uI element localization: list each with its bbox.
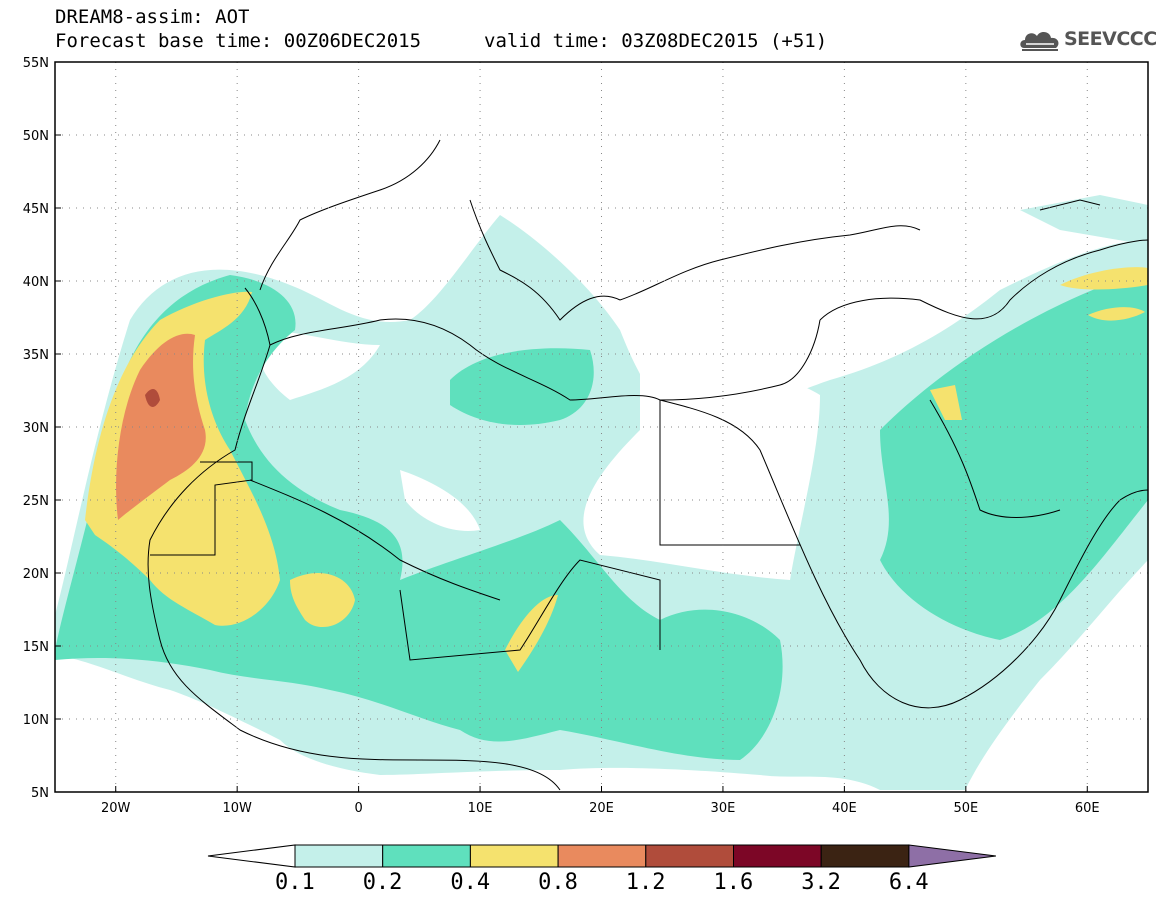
clear-area-morocco [257,330,380,400]
lon-tick-label: 60E [1075,801,1100,816]
aot-band-0.4-afghanistan [1088,307,1145,321]
lat-tick-label: 35N [23,348,49,363]
colorbar [207,844,996,868]
aot-band-0.4-mali [290,572,355,628]
aot-band-1.2 [145,388,160,407]
latitude-axis: 5N 10N 15N 20N 25N 30N 35N 40N 45N 50N 55N [23,56,61,801]
lon-tick-label: 50E [953,801,978,816]
forecast-base-time: Forecast base time: 00Z06DEC2015 [55,30,422,52]
lon-tick-label: 10W [222,801,252,816]
aot-band-0.4-turkmenistan [1060,267,1148,290]
colorbar-swatch [733,844,822,868]
colorbar-label: 0.2 [362,870,403,895]
aot-band-0.2-tunisia [450,348,594,425]
colorbar-upper-arrow [908,844,996,868]
lat-tick-label: 20N [23,567,49,582]
lat-tick-label: 30N [23,421,49,436]
valid-time: valid time: 03Z08DEC2015 (+51) [484,30,828,52]
lon-tick-label: 40E [832,801,857,816]
colorbar-label: 6.4 [888,870,929,895]
logo-text: SEEVCCC [1064,28,1157,50]
lat-tick-label: 15N [23,640,49,655]
colorbar-label: 0.1 [275,870,315,895]
lon-tick-label: 10E [468,801,493,816]
lat-tick-label: 45N [23,202,49,217]
colorbar-label: 3.2 [801,870,841,895]
lat-tick-label: 10N [23,713,49,728]
lat-tick-label: 25N [23,494,49,509]
lat-tick-label: 55N [23,56,49,71]
clear-area-egypt [583,366,820,580]
aot-band-0.2-arabia [880,270,1148,640]
lat-tick-label: 40N [23,275,49,290]
lon-tick-label: 20E [589,801,614,816]
colorbar-lower-arrow [207,844,296,868]
aot-band-0.4-iraq [930,385,962,420]
longitude-axis: 20W 10W 0 10E 20E 30E 40E 50E 60E [101,786,1100,816]
colorbar-swatch [557,844,647,868]
colorbar-swatch [294,844,384,868]
seevccc-logo [1018,26,1153,54]
cloud-icon [1020,32,1059,51]
colorbar-swatch [820,844,910,868]
colorbar-label: 0.8 [538,870,578,895]
lon-tick-label: 20W [101,801,131,816]
aot-band-0.4-chad [505,595,558,672]
colorbar-swatch [382,844,471,868]
lon-tick-label: 30E [711,801,736,816]
colorbar-swatch [469,844,559,868]
colorbar-swatch [645,844,734,868]
gridlines [55,62,1148,792]
colorbar-label: 0.4 [450,870,491,895]
lon-tick-label: 0 [354,801,362,816]
colorbar-label: 1.2 [625,870,666,895]
colorbar-label: 1.6 [713,870,754,895]
map-title: DREAM8-assim: AOT [55,6,250,28]
lat-tick-label: 50N [23,129,49,144]
lat-tick-label: 5N [31,786,49,801]
aot-band-0.2 [55,275,783,760]
